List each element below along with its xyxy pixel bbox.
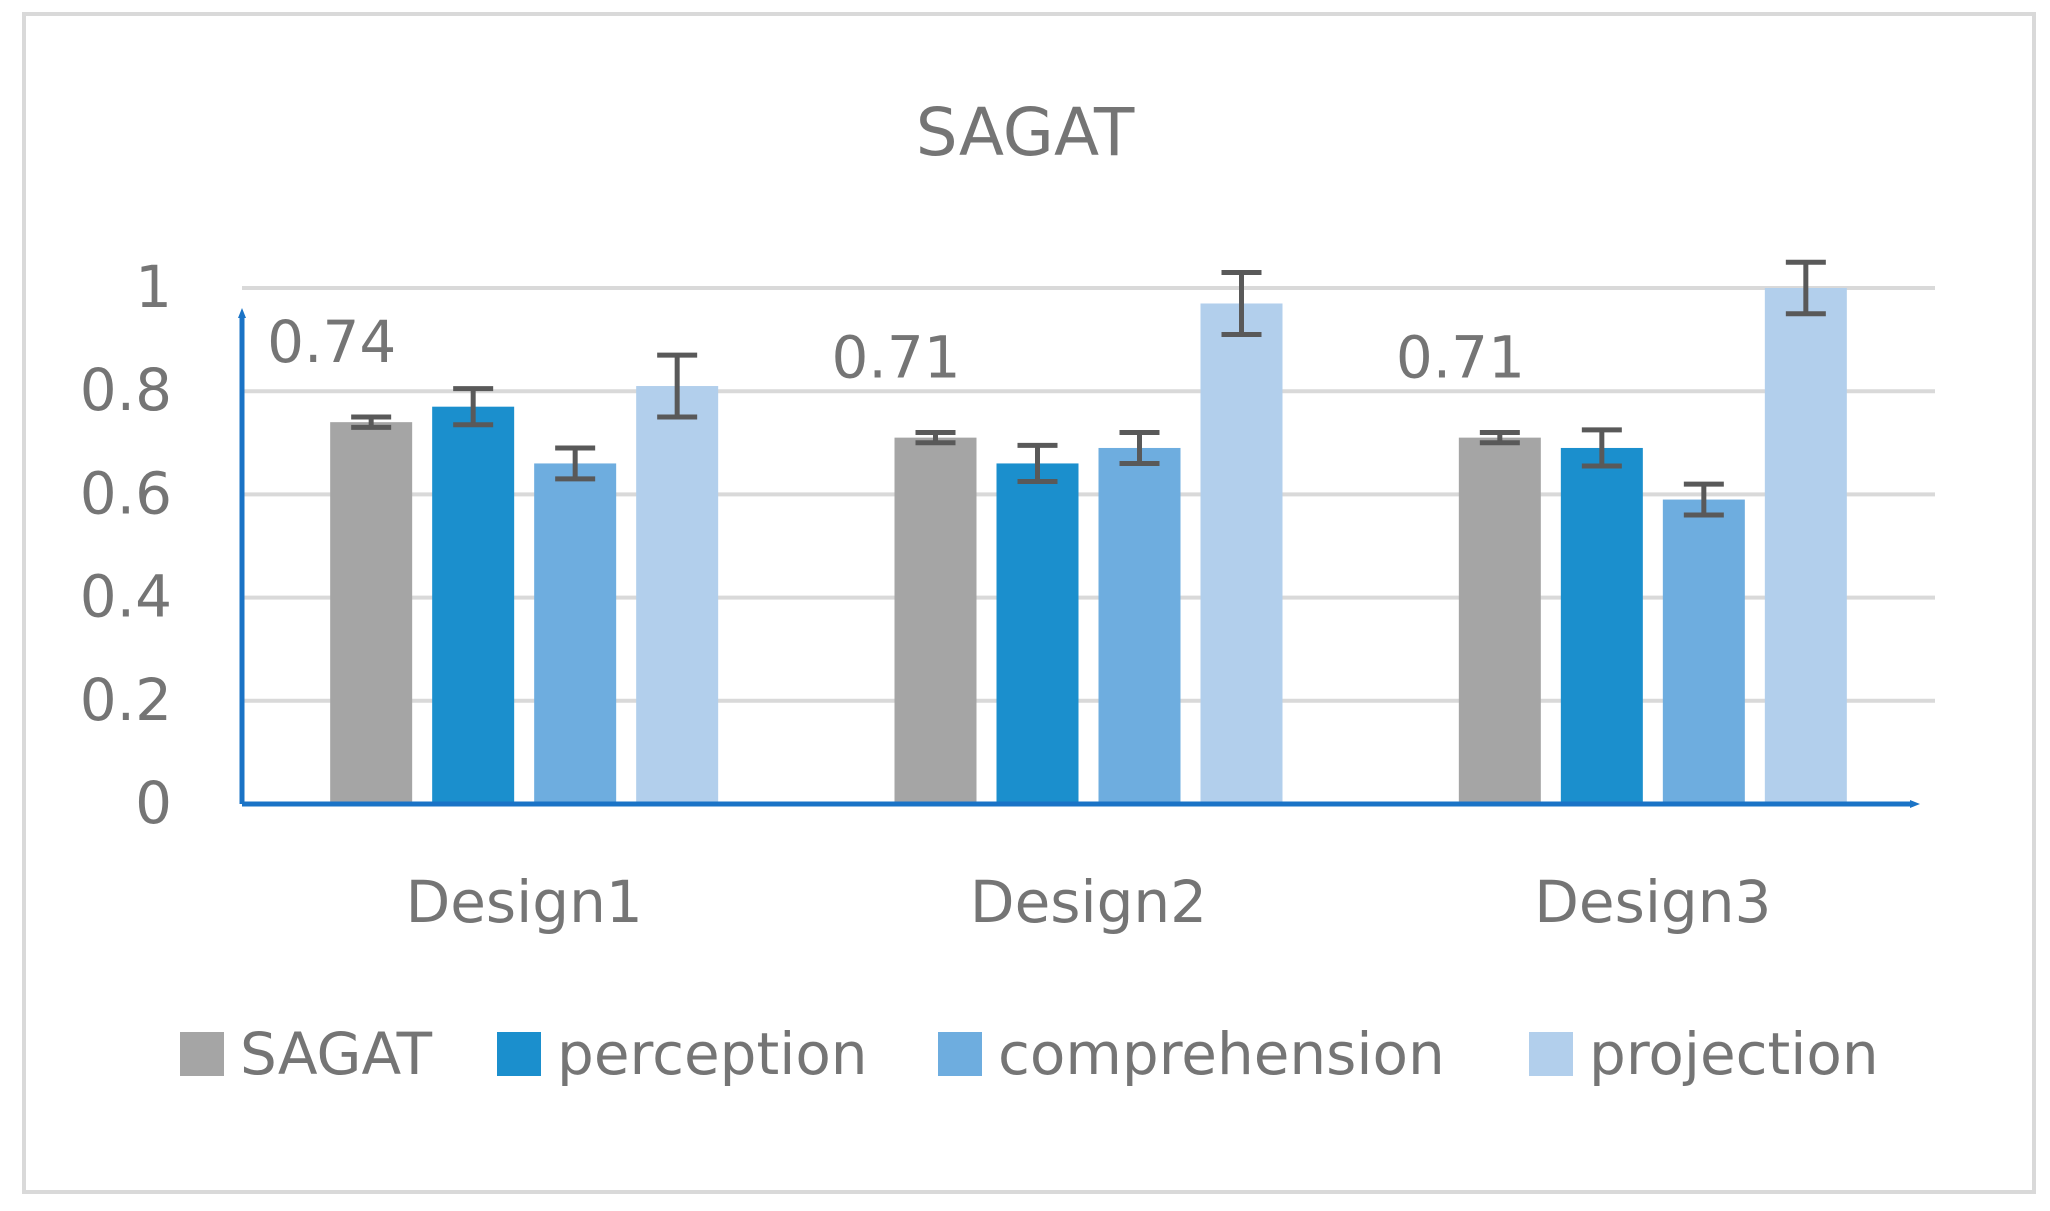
x-tick-label: Design1 <box>406 868 643 936</box>
bars <box>330 288 1847 804</box>
labels: 0 0.2 0.4 0.6 0.8 1 Design1 Design2 Design3 0.74 0… <box>80 253 1772 936</box>
bar <box>1662 499 1745 804</box>
y-tick-label: 1 <box>135 253 172 321</box>
data-label: 0.71 <box>1396 324 1525 392</box>
legend-swatch <box>497 1032 541 1076</box>
legend-label: SAGAT <box>240 1020 433 1088</box>
legend-label: perception <box>557 1020 868 1088</box>
legend-swatch <box>938 1032 982 1076</box>
y-tick-label: 0 <box>135 769 172 837</box>
gridlines <box>242 286 1935 703</box>
y-tick-label: 0.6 <box>80 459 172 527</box>
bar <box>894 437 977 804</box>
legend-swatch <box>1529 1032 1573 1076</box>
y-tick-label: 0.2 <box>80 666 172 734</box>
x-tick-label: Design2 <box>970 868 1207 936</box>
data-label: 0.74 <box>267 308 396 376</box>
bar <box>1764 288 1847 804</box>
legend-label: comprehension <box>998 1020 1445 1088</box>
bar <box>636 386 719 804</box>
bar <box>534 463 617 804</box>
error-bars <box>351 259 1826 518</box>
y-tick-label: 0.4 <box>80 563 172 631</box>
bar <box>1560 447 1643 804</box>
y-tick-label: 0.8 <box>80 356 172 424</box>
legend: SAGAT perception comprehension projection <box>180 1020 1879 1088</box>
bar <box>1200 303 1283 804</box>
legend-swatch <box>180 1032 224 1076</box>
chart-title: SAGAT <box>916 94 1135 171</box>
x-tick-label: Design3 <box>1534 868 1771 936</box>
bar <box>330 422 413 804</box>
bar <box>1098 447 1181 804</box>
axes <box>238 308 1920 808</box>
bar <box>996 463 1079 804</box>
bar <box>432 406 515 804</box>
legend-label: projection <box>1589 1020 1879 1088</box>
data-label: 0.71 <box>832 324 961 392</box>
bar <box>1458 437 1541 804</box>
